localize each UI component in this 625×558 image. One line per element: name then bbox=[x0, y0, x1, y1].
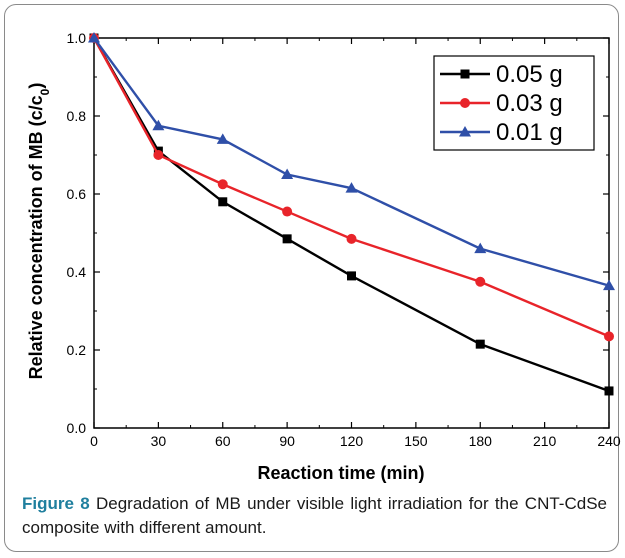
data-point-triangle bbox=[459, 126, 471, 137]
x-tick-label: 180 bbox=[469, 433, 493, 449]
y-tick-label: 1.0 bbox=[67, 30, 87, 46]
legend-label: 0.05 g bbox=[496, 61, 563, 88]
x-tick-label: 120 bbox=[340, 433, 364, 449]
caption-text: Degradation of MB under visible light ir… bbox=[22, 494, 607, 537]
y-tick-label: 0.8 bbox=[67, 108, 87, 124]
data-point-triangle bbox=[281, 168, 294, 179]
data-point-triangle bbox=[603, 279, 615, 291]
data-point-square bbox=[218, 197, 228, 207]
y-axis-label: Relative concentration of MB (c/c0) bbox=[26, 83, 52, 380]
data-point-circle bbox=[604, 331, 614, 342]
data-point-square bbox=[604, 386, 614, 396]
data-point-triangle bbox=[152, 119, 165, 131]
data-point-square bbox=[282, 234, 292, 244]
data-point-triangle bbox=[345, 182, 358, 193]
x-tick-label: 60 bbox=[215, 433, 231, 449]
data-point-triangle bbox=[88, 32, 100, 43]
data-point-triangle bbox=[216, 133, 229, 144]
data-point-circle bbox=[217, 179, 228, 190]
data-point-circle bbox=[153, 150, 164, 160]
series-0.03-g bbox=[89, 33, 614, 342]
data-point-circle bbox=[475, 276, 486, 287]
x-tick-label: 90 bbox=[279, 433, 295, 449]
data-point-square bbox=[460, 69, 470, 79]
data-point-circle bbox=[282, 206, 293, 217]
x-tick-label: 0 bbox=[90, 433, 98, 449]
y-tick-label: 0.0 bbox=[67, 420, 87, 436]
x-tick-label: 150 bbox=[404, 433, 428, 449]
line-chart: 0 30 60 90 120 150 180 210 240 0.0 0.2 0.4 0.6 0.8 1.0… bbox=[26, 30, 621, 483]
data-point-circle bbox=[346, 233, 357, 244]
axes: 0 30 60 90 120 150 180 210 240 0.0 0.2 0.4 0.6 0.8 1.0 bbox=[67, 30, 621, 449]
y-tick-label: 0.2 bbox=[67, 342, 87, 358]
legend-label: 0.01 g bbox=[496, 119, 563, 146]
data-point-square bbox=[475, 339, 485, 349]
x-axis-label: Reaction time (min) bbox=[257, 463, 424, 483]
x-tick-label: 210 bbox=[533, 433, 557, 449]
x-tick-label: 240 bbox=[597, 433, 621, 449]
x-tick-label: 30 bbox=[151, 433, 167, 449]
legend-label: 0.03 g bbox=[496, 90, 563, 117]
legend: 0.05 g0.03 g0.01 g bbox=[433, 55, 595, 151]
y-tick-label: 0.6 bbox=[67, 186, 87, 202]
series-layer bbox=[88, 32, 615, 396]
data-point-square bbox=[347, 271, 356, 281]
series-0.01-g bbox=[88, 32, 615, 291]
y-tick-label: 0.4 bbox=[67, 264, 87, 280]
data-point-circle bbox=[460, 98, 470, 108]
caption-lead: Figure 8 bbox=[22, 494, 90, 513]
figure-caption: Figure 8 Degradation of MB under visible… bbox=[22, 492, 607, 540]
data-point-triangle bbox=[474, 242, 487, 254]
